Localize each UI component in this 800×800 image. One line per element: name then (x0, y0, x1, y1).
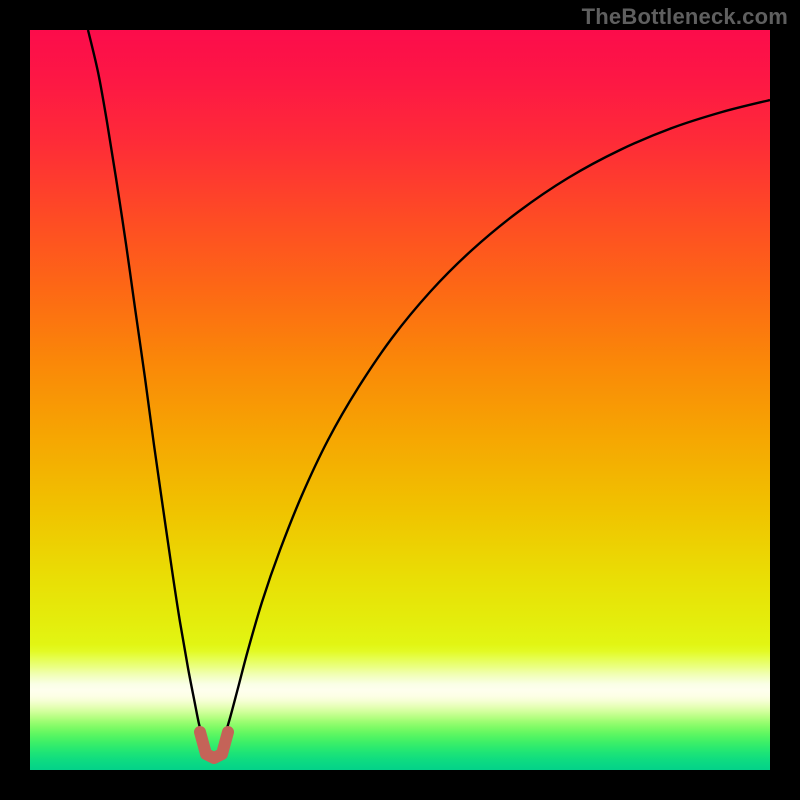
gradient-background (30, 30, 770, 770)
chart-container: TheBottleneck.com (0, 0, 800, 800)
bottleneck-chart (0, 0, 800, 800)
watermark-text: TheBottleneck.com (582, 4, 788, 30)
